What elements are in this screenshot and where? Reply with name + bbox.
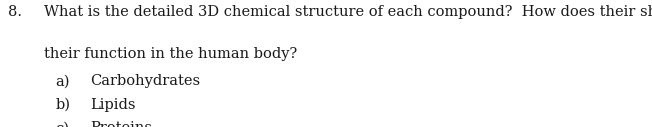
- Text: Lipids: Lipids: [90, 98, 136, 112]
- Text: c): c): [55, 121, 69, 127]
- Text: 8.: 8.: [8, 5, 22, 19]
- Text: What is the detailed 3D chemical structure of each compound?  How does their sha: What is the detailed 3D chemical structu…: [44, 5, 652, 19]
- Text: Carbohydrates: Carbohydrates: [90, 74, 200, 88]
- Text: Proteins: Proteins: [90, 121, 152, 127]
- Text: b): b): [55, 98, 70, 112]
- Text: a): a): [55, 74, 70, 88]
- Text: their function in the human body?: their function in the human body?: [44, 47, 297, 61]
